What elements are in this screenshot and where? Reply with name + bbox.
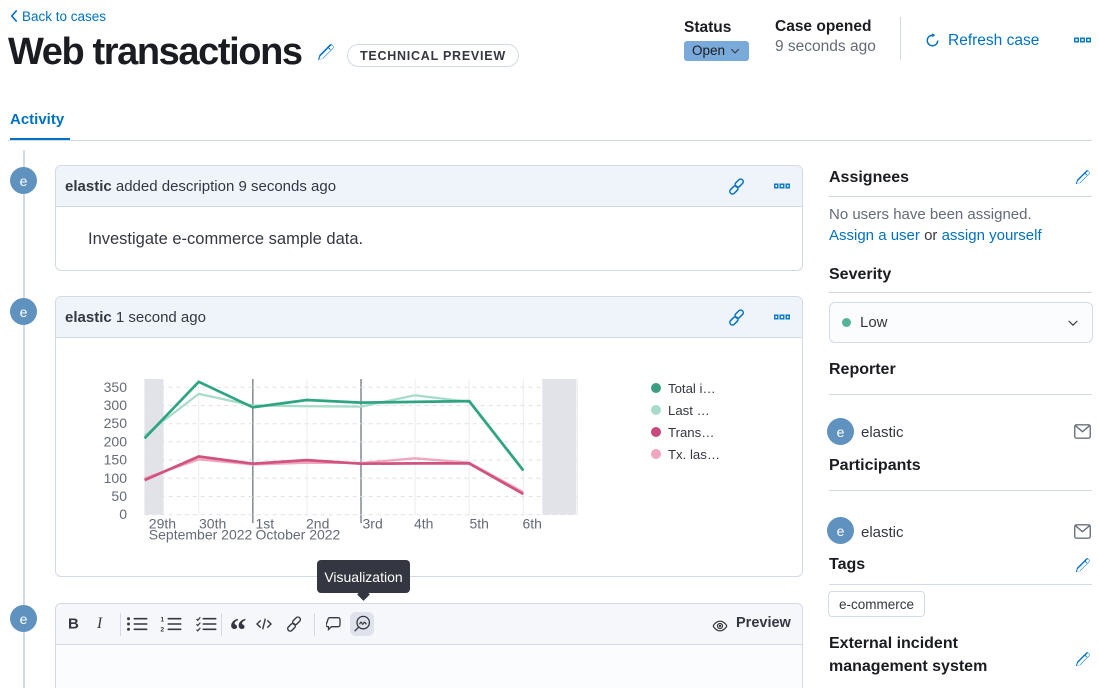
svg-text:30th: 30th <box>199 516 226 532</box>
svg-text:1: 1 <box>161 617 165 624</box>
svg-text:2nd: 2nd <box>306 516 329 532</box>
svg-text:3rd: 3rd <box>363 516 383 532</box>
svg-text:Last …: Last … <box>668 403 710 418</box>
svg-text:5th: 5th <box>470 516 489 532</box>
svg-text:Trans…: Trans… <box>668 425 714 440</box>
svg-text:1st: 1st <box>256 516 275 532</box>
svg-text:September 2022: September 2022 <box>149 527 253 543</box>
svg-text:100: 100 <box>104 470 128 486</box>
svg-text:200: 200 <box>104 433 128 449</box>
svg-text:50: 50 <box>111 488 127 504</box>
svg-text:300: 300 <box>104 397 128 413</box>
svg-text:October 2022: October 2022 <box>256 527 341 543</box>
svg-text:350: 350 <box>104 379 128 395</box>
svg-text:Total i…: Total i… <box>668 381 716 396</box>
svg-text:2: 2 <box>161 627 165 633</box>
svg-text:29th: 29th <box>149 516 176 532</box>
svg-text:150: 150 <box>104 452 128 468</box>
svg-text:4th: 4th <box>414 516 433 532</box>
svg-text:0: 0 <box>119 506 127 522</box>
svg-text:Tx. las…: Tx. las… <box>668 447 720 462</box>
svg-text:250: 250 <box>104 415 128 431</box>
svg-text:6th: 6th <box>523 516 542 532</box>
